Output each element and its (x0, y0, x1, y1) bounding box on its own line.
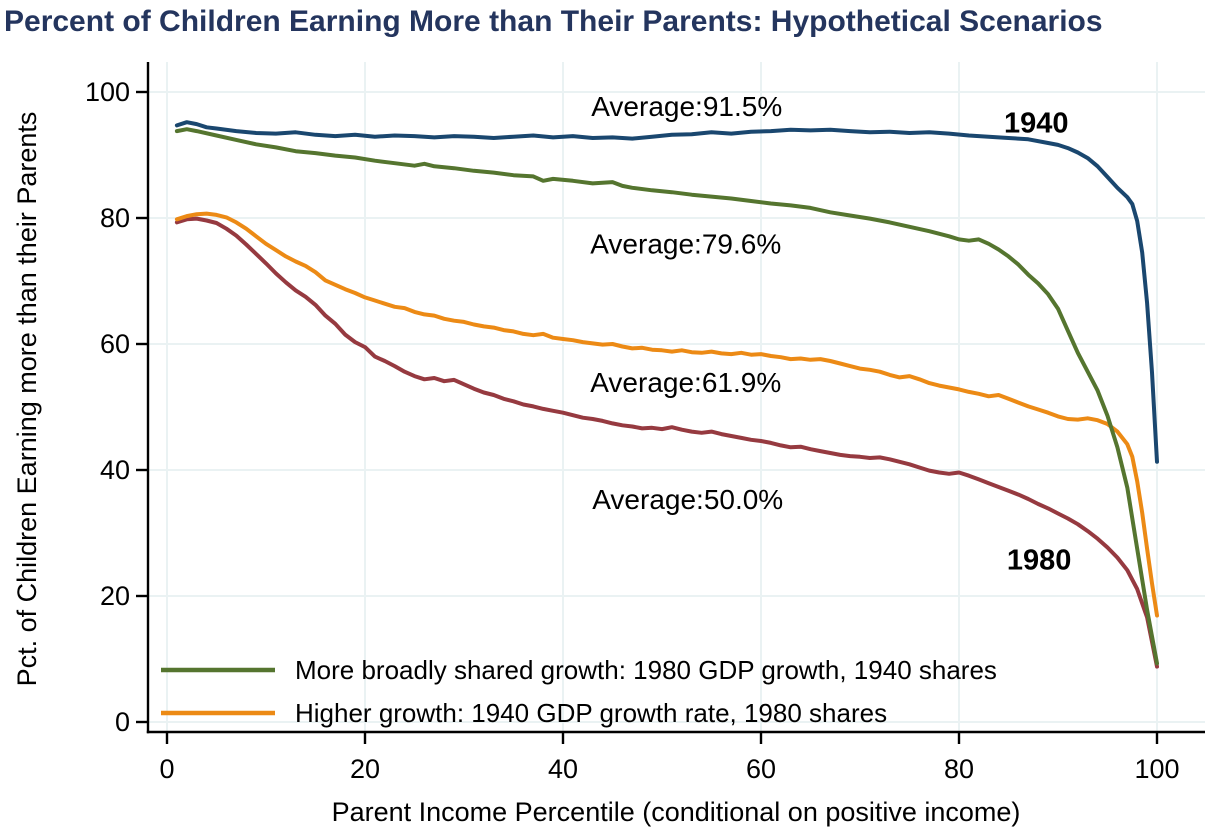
series-line-more-broadly-shared-growth-1980-gdp-grow (174, 127, 1159, 666)
y-tick-label: 80 (100, 203, 130, 233)
tick-labels: 0 20 40 60 80 100 0 20 40 60 80 100 (85, 77, 1180, 784)
y-tick-label: 20 (100, 581, 130, 611)
x-tick-label: 40 (548, 754, 578, 784)
annotation-avg-green: Average:79.6% (590, 228, 781, 259)
series-line-1980 (174, 216, 1159, 669)
annotation-avg-1980: Average:50.0% (592, 484, 783, 515)
chart-title: Percent of Children Earning More than Th… (4, 5, 1103, 38)
legend-label-more-broadly-shared-growth-1980-gdp-grow: More broadly shared growth: 1980 GDP gro… (295, 655, 997, 685)
x-axis-label: Parent Income Percentile (conditional on… (331, 797, 1021, 827)
y-tick-label: 100 (85, 77, 130, 107)
y-tick-label: 60 (100, 329, 130, 359)
annotation-avg-1940: Average:91.5% (591, 91, 782, 122)
y-axis-label: Pct. of Children Earning more than their… (12, 111, 42, 687)
x-tick-label: 20 (350, 754, 380, 784)
annotation-label-1940: 1940 (1004, 108, 1069, 140)
axes (136, 62, 1205, 744)
x-tick-label: 60 (746, 754, 776, 784)
annotation-label-1980: 1980 (1007, 545, 1072, 577)
gridlines (148, 62, 1205, 732)
y-tick-label: 40 (100, 455, 130, 485)
legend-label-higher-growth-1940-gdp-growth-rate-1980-: Higher growth: 1940 GDP growth rate, 198… (295, 698, 887, 728)
legend: More broadly shared growth: 1980 GDP gro… (161, 655, 997, 728)
annotations: Average:91.5% 1940 Average:79.6% Average:61… (590, 91, 1071, 577)
x-tick-label: 80 (944, 754, 974, 784)
y-tick-label: 0 (115, 707, 130, 737)
x-tick-label: 100 (1134, 754, 1179, 784)
series-line-1940 (174, 120, 1159, 464)
series-line-higher-growth-1940-gdp-growth-rate-1980- (174, 211, 1159, 618)
annotation-avg-orange: Average:61.9% (590, 367, 781, 398)
x-tick-label: 0 (159, 754, 174, 784)
